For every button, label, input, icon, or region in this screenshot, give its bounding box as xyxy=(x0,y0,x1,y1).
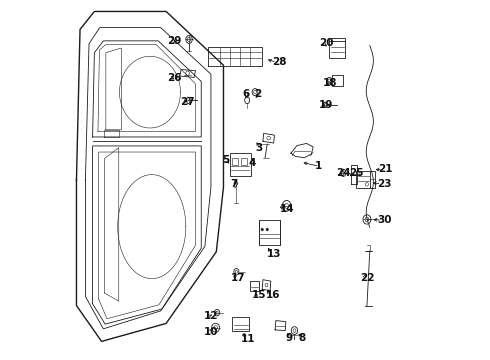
Text: 30: 30 xyxy=(378,215,392,225)
Text: 18: 18 xyxy=(323,78,338,88)
Text: 7: 7 xyxy=(231,179,238,189)
Bar xyxy=(356,171,370,188)
Text: 12: 12 xyxy=(204,311,219,321)
Text: 13: 13 xyxy=(267,248,281,258)
Bar xyxy=(329,39,345,58)
Text: 29: 29 xyxy=(167,36,181,46)
Text: 11: 11 xyxy=(241,333,255,343)
Bar xyxy=(332,75,343,86)
Bar xyxy=(230,153,251,176)
Text: 15: 15 xyxy=(251,291,266,301)
Bar xyxy=(232,158,238,165)
Text: 21: 21 xyxy=(378,164,393,174)
Text: 5: 5 xyxy=(222,155,229,165)
Text: 2: 2 xyxy=(254,89,261,99)
Text: 6: 6 xyxy=(243,89,250,99)
Text: 1: 1 xyxy=(315,161,322,171)
Text: 9: 9 xyxy=(286,333,293,343)
Bar xyxy=(242,158,247,165)
Text: 20: 20 xyxy=(319,38,333,48)
Text: 8: 8 xyxy=(299,333,306,343)
Bar xyxy=(259,220,280,245)
Text: 16: 16 xyxy=(266,291,280,301)
Text: 28: 28 xyxy=(272,57,287,67)
Ellipse shape xyxy=(261,228,263,231)
Text: 4: 4 xyxy=(248,158,256,168)
Text: 17: 17 xyxy=(231,273,245,283)
Text: 14: 14 xyxy=(280,204,295,215)
Ellipse shape xyxy=(266,228,269,231)
Text: 24: 24 xyxy=(336,168,351,178)
Text: 10: 10 xyxy=(204,327,219,337)
Bar xyxy=(250,281,259,291)
Text: 26: 26 xyxy=(167,73,181,83)
Text: 3: 3 xyxy=(255,143,262,153)
Text: 27: 27 xyxy=(180,97,195,107)
Text: 19: 19 xyxy=(319,100,333,110)
Text: 22: 22 xyxy=(360,273,374,283)
Text: 25: 25 xyxy=(349,168,364,178)
Text: 23: 23 xyxy=(377,179,392,189)
Bar xyxy=(232,317,249,331)
